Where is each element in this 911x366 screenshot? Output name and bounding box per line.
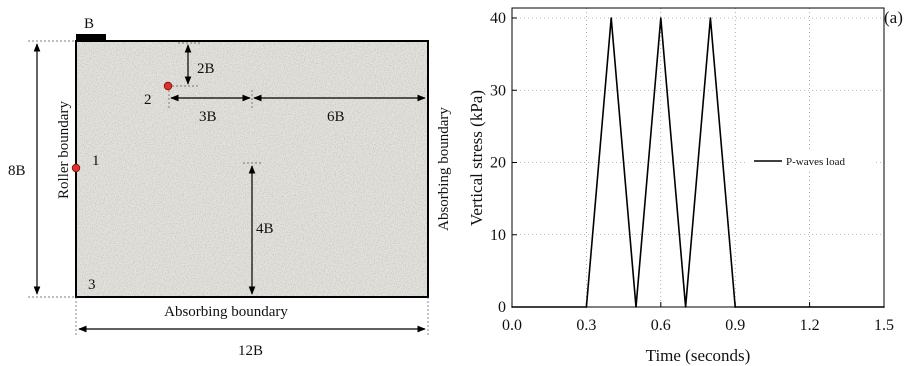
- series-point: [883, 306, 885, 308]
- y-tick-label: 20: [490, 155, 506, 172]
- bottom-absorbing-boundary-label: Absorbing boundary: [164, 304, 288, 320]
- series-point: [610, 17, 612, 19]
- x-tick-label: 0.6: [651, 317, 671, 334]
- plot-frame: [511, 7, 885, 308]
- y-tick-label: 30: [490, 82, 506, 99]
- x-tick-label: 0.0: [502, 317, 522, 334]
- series-point: [635, 306, 637, 308]
- point-1-label: 1: [92, 153, 100, 169]
- series-point: [709, 17, 712, 19]
- model-diagram: B 8B 12B 2B 3B 6B 4B Roller boundary Abs…: [8, 16, 452, 359]
- panel-label: (a): [884, 8, 903, 27]
- legend-label: P-waves load: [786, 156, 845, 168]
- x-axis-label: Time (seconds): [646, 346, 751, 365]
- series-point: [734, 306, 736, 308]
- y-axis-label: Vertical stress (kPa): [467, 90, 486, 226]
- point-2-label: 2: [144, 92, 152, 108]
- chart-ticks: 0.0 0.3 0.6 0.9 1.2 1.5 0 10 20 30 40: [490, 10, 894, 334]
- y-tick-label: 40: [490, 10, 506, 27]
- depth-4b-label: 4B: [256, 221, 274, 237]
- x-tick-label: 0.9: [725, 317, 745, 334]
- right-absorbing-boundary-label: Absorbing boundary: [436, 107, 452, 231]
- depth-2b-label: 2B: [197, 61, 215, 77]
- x-tick-label: 1.5: [874, 317, 894, 334]
- y-tick-label: 10: [490, 227, 506, 244]
- series-point: [684, 306, 687, 308]
- roller-boundary-label: Roller boundary: [56, 101, 72, 199]
- x-tick-label: 1.2: [800, 317, 820, 334]
- height-dimension-label: 8B: [8, 163, 26, 179]
- point-3-label: 3: [88, 277, 96, 293]
- legend-box: [748, 150, 876, 172]
- width-dimension-label: 12B: [238, 343, 263, 359]
- footing: [76, 34, 106, 41]
- offset-3b-label: 3B: [199, 109, 217, 125]
- monitor-point-2: [163, 81, 173, 91]
- series-points: [511, 17, 885, 308]
- series-point: [660, 17, 662, 19]
- series-point: [585, 306, 588, 308]
- load-chart: 0.0 0.3 0.6 0.9 1.2 1.5 0 10 20 30 40 P-waves load…: [467, 7, 903, 365]
- x-tick-label: 0.3: [576, 317, 596, 334]
- offset-6b-label: 6B: [327, 109, 345, 125]
- monitor-point-1: [71, 163, 81, 173]
- footing-label: B: [84, 16, 94, 32]
- series-point: [511, 306, 513, 308]
- y-tick-label: 0: [498, 299, 506, 316]
